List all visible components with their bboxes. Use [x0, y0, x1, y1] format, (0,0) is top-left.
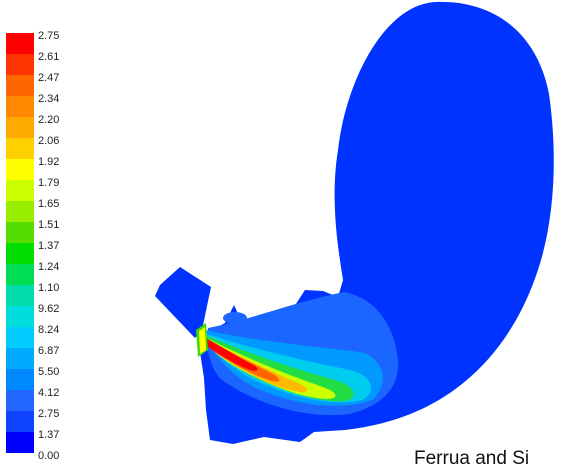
jet-core	[197, 333, 258, 371]
legend-label: 2.20	[38, 114, 60, 126]
legend-swatch	[6, 117, 34, 138]
legend-label: 2.61	[38, 51, 60, 63]
legend-label: 1.24	[38, 261, 60, 273]
legend-label: 8.24	[38, 324, 60, 336]
color-scale-legend: 2.75 2.61 2.47 2.34 2.20 2.06 1.92 1.79 1.65 1.51…	[6, 30, 66, 463]
legend-label: 6.87	[38, 345, 60, 357]
legend-swatch	[6, 222, 34, 243]
legend-swatch	[6, 201, 34, 222]
legend-label: 2.75	[38, 30, 60, 42]
legend-swatch	[6, 75, 34, 96]
legend-label: 4.12	[38, 387, 60, 399]
legend-label: 1.37	[38, 429, 60, 441]
legend-label: 2.47	[38, 72, 60, 84]
legend-swatch	[6, 348, 34, 369]
legend-label: 1.79	[38, 177, 60, 189]
legend-swatch	[6, 390, 34, 411]
legend-swatch	[6, 180, 34, 201]
legend-label: 0.00	[38, 450, 60, 462]
legend-swatch	[6, 33, 34, 54]
jet-band-4	[203, 334, 354, 402]
legend-label: 1.92	[38, 156, 60, 168]
legend-label: 9.62	[38, 303, 60, 315]
legend-label: 1.10	[38, 282, 60, 294]
legend-swatch	[6, 159, 34, 180]
legend-label: 2.75	[38, 408, 60, 420]
legend-swatch	[6, 411, 34, 432]
legend-swatch	[6, 243, 34, 264]
legend-swatch	[6, 306, 34, 327]
legend-label: 2.06	[38, 135, 60, 147]
legend-label: 1.37	[38, 240, 60, 252]
legend-swatch	[6, 264, 34, 285]
legend-label: 5.50	[38, 366, 60, 378]
legend-label: 2.34	[38, 93, 60, 105]
legend-swatch	[6, 96, 34, 117]
figure-caption: Ferrua and Si	[414, 448, 530, 469]
inlet-throat-inner	[199, 327, 206, 354]
legend-label: 1.51	[38, 219, 60, 231]
legend-swatch	[6, 369, 34, 390]
legend-swatch	[6, 285, 34, 306]
legend-swatch	[6, 54, 34, 75]
legend-swatch	[6, 432, 34, 453]
legend-swatch	[6, 138, 34, 159]
pylorus-domain	[155, 267, 211, 338]
recirculation-zone	[223, 312, 247, 324]
legend-swatch	[6, 327, 34, 348]
jet-band-5	[202, 336, 336, 399]
legend-label: 1.65	[38, 198, 60, 210]
recirculation-zone	[287, 313, 323, 331]
